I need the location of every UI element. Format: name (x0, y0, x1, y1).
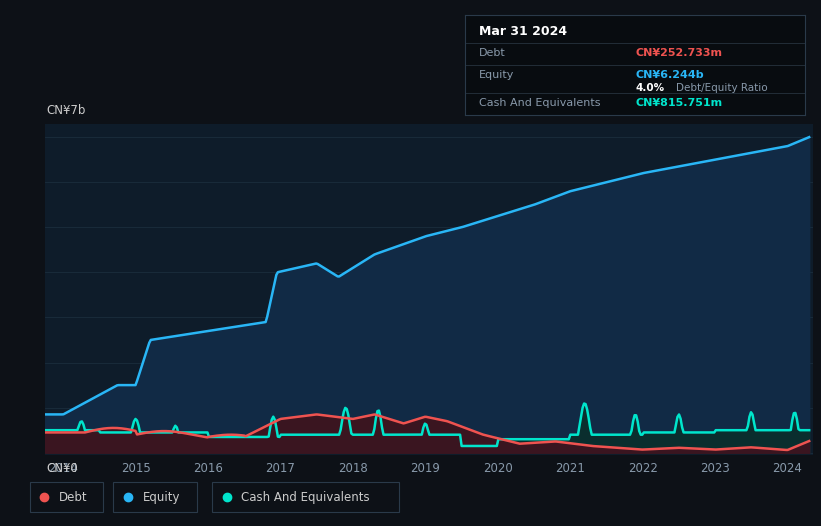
Text: Mar 31 2024: Mar 31 2024 (479, 25, 566, 38)
Text: Cash And Equivalents: Cash And Equivalents (241, 491, 370, 503)
Text: Cash And Equivalents: Cash And Equivalents (479, 98, 600, 108)
Text: CN¥815.751m: CN¥815.751m (635, 98, 722, 108)
Text: Debt: Debt (59, 491, 88, 503)
Text: Equity: Equity (479, 70, 514, 80)
Text: CN¥6.244b: CN¥6.244b (635, 70, 704, 80)
Text: CN¥7b: CN¥7b (46, 104, 85, 117)
Text: CN¥252.733m: CN¥252.733m (635, 48, 722, 58)
Text: Equity: Equity (143, 491, 181, 503)
Text: 4.0%: 4.0% (635, 83, 664, 93)
Text: Debt: Debt (479, 48, 506, 58)
Text: Debt/Equity Ratio: Debt/Equity Ratio (676, 83, 768, 93)
Text: CN¥0: CN¥0 (46, 462, 78, 474)
